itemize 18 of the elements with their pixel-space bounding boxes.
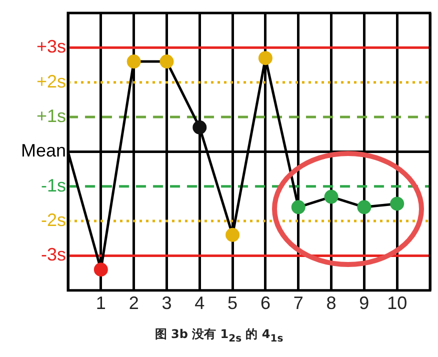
y-tick-label: Mean	[20, 140, 66, 161]
y-tick-label: +1s	[36, 106, 66, 126]
x-tick-label: 1	[96, 293, 106, 314]
x-tick-label: 8	[326, 293, 336, 314]
y-tick-label: +3s	[36, 36, 66, 57]
x-tick-label: 10	[387, 293, 408, 314]
x-tick-label: 5	[228, 293, 238, 314]
x-tick-label: 2	[128, 293, 139, 314]
x-tick-label: 6	[260, 293, 270, 314]
text: 图 3b 没有 1$_{2s}$ 的 4$_{1s}$	[154, 326, 284, 344]
y-tick-label: -2s	[40, 210, 66, 230]
x-tick-label: 3	[162, 293, 172, 314]
x-tick-label: 4	[194, 293, 205, 314]
x-tick-label: 9	[359, 293, 370, 314]
y-tick-label: -1s	[40, 175, 66, 196]
y-tick-label: -3s	[40, 244, 66, 265]
y-tick-label: +2s	[36, 71, 66, 92]
x-tick-label: 7	[293, 293, 304, 314]
